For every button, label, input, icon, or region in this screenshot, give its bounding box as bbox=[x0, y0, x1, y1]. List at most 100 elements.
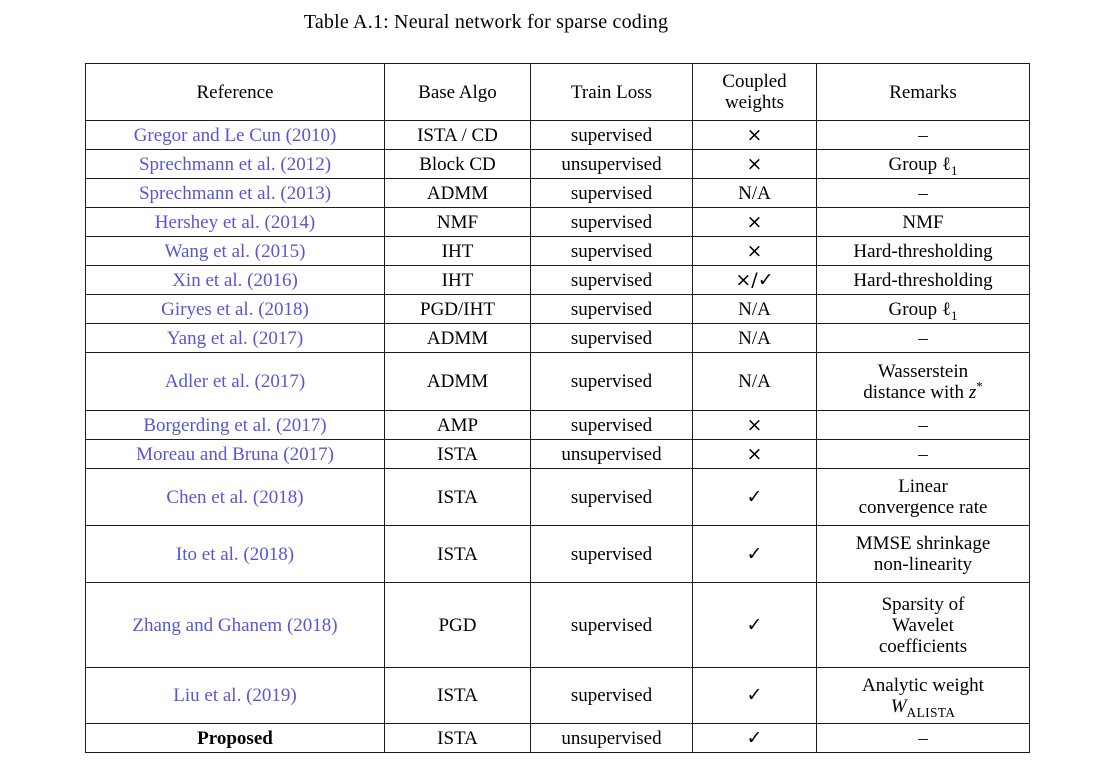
table-row: Wang et al. (2015) IHT supervised × Hard… bbox=[85, 236, 1030, 266]
reference-link[interactable]: Xin et al. (2016) bbox=[172, 269, 298, 291]
remarks-cell: MMSE shrinkage non-linearity bbox=[816, 525, 1030, 583]
coupled-weights-cell: × bbox=[692, 410, 817, 440]
base-algo-cell: ISTA bbox=[384, 667, 531, 724]
remark-line: Wavelet bbox=[892, 614, 954, 636]
reference-cell: Wang et al. (2015) bbox=[85, 236, 385, 266]
base-algo-cell: AMP bbox=[384, 410, 531, 440]
reference-cell: Borgerding et al. (2017) bbox=[85, 410, 385, 440]
table-row: Liu et al. (2019) ISTA supervised ✓ Anal… bbox=[85, 667, 1030, 724]
table-row: Adler et al. (2017) ADMM supervised N/A … bbox=[85, 352, 1030, 411]
remark-line: WALISTA bbox=[821, 695, 1025, 720]
remark-line: convergence rate bbox=[858, 497, 988, 518]
remark-line: Analytic weight bbox=[862, 674, 984, 696]
remarks-cell: – bbox=[816, 323, 1030, 353]
base-algo-cell: ISTA bbox=[384, 468, 531, 526]
reference-link[interactable]: Zhang and Ghanem (2018) bbox=[132, 614, 338, 636]
reference-link[interactable]: Sprechmann et al. (2012) bbox=[138, 153, 332, 175]
coupled-weights-cell: ✓ bbox=[692, 723, 817, 753]
remark-line: Linear bbox=[898, 476, 948, 497]
subscript: 1 bbox=[950, 307, 958, 323]
train-loss-cell: supervised bbox=[530, 468, 693, 526]
coupled-weights-cell: N/A bbox=[692, 178, 817, 208]
reference-cell: Proposed bbox=[85, 723, 385, 753]
reference-link[interactable]: Sprechmann et al. (2013) bbox=[138, 182, 332, 204]
train-loss-cell: supervised bbox=[530, 352, 693, 411]
base-algo-cell: NMF bbox=[384, 207, 531, 237]
train-loss-cell: supervised bbox=[530, 410, 693, 440]
reference-link[interactable]: Borgerding et al. (2017) bbox=[143, 414, 327, 436]
remarks-cell: – bbox=[816, 439, 1030, 469]
sparse-coding-table: Reference Base Algo Train Loss Coupled w… bbox=[85, 63, 1030, 753]
remarks-cell: Group ℓ1 bbox=[816, 294, 1030, 324]
subscript: ALISTA bbox=[906, 704, 956, 720]
table-row: Yang et al. (2017) ADMM supervised N/A – bbox=[85, 323, 1030, 353]
reference-link[interactable]: Wang et al. (2015) bbox=[164, 240, 306, 262]
coupled-weights-cell: ✓ bbox=[692, 468, 817, 526]
math-variable: z bbox=[968, 381, 977, 403]
table-row: Gregor and Le Cun (2010) ISTA / CD super… bbox=[85, 120, 1030, 150]
reference-cell: Sprechmann et al. (2012) bbox=[85, 149, 385, 179]
remarks-cell: Wasserstein distance with z* bbox=[816, 352, 1030, 411]
reference-link[interactable]: Yang et al. (2017) bbox=[166, 327, 304, 349]
reference-cell: Liu et al. (2019) bbox=[85, 667, 385, 724]
reference-link[interactable]: Adler et al. (2017) bbox=[164, 371, 306, 392]
coupled-weights-cell: × bbox=[692, 207, 817, 237]
remark-line: coefficients bbox=[878, 635, 968, 657]
remark-line: Sparsity of bbox=[881, 593, 965, 615]
base-algo-cell: IHT bbox=[384, 265, 531, 295]
train-loss-cell: supervised bbox=[530, 294, 693, 324]
base-algo-cell: ISTA / CD bbox=[384, 120, 531, 150]
reference-link[interactable]: Hershey et al. (2014) bbox=[154, 211, 316, 233]
col-header-base-algo: Base Algo bbox=[384, 63, 531, 121]
reference-cell: Hershey et al. (2014) bbox=[85, 207, 385, 237]
base-algo-cell: IHT bbox=[384, 236, 531, 266]
reference-link[interactable]: Giryes et al. (2018) bbox=[161, 298, 309, 320]
reference-link[interactable]: Liu et al. (2019) bbox=[173, 685, 297, 706]
table-row: Sprechmann et al. (2013) ADMM supervised… bbox=[85, 178, 1030, 208]
train-loss-cell: supervised bbox=[530, 236, 693, 266]
table-row: Chen et al. (2018) ISTA supervised ✓ Lin… bbox=[85, 468, 1030, 526]
train-loss-cell: unsupervised bbox=[530, 439, 693, 469]
coupled-weights-cell: N/A bbox=[692, 323, 817, 353]
remarks-cell: Hard-thresholding bbox=[816, 265, 1030, 295]
coupled-weights-cell: ✓ bbox=[692, 525, 817, 583]
reference-link[interactable]: Chen et al. (2018) bbox=[166, 486, 304, 508]
ell-symbol: ℓ bbox=[941, 153, 951, 175]
train-loss-cell: supervised bbox=[530, 323, 693, 353]
train-loss-cell: supervised bbox=[530, 178, 693, 208]
proposed-label: Proposed bbox=[197, 727, 273, 749]
coupled-weights-cell: × bbox=[692, 439, 817, 469]
remark-text: Group bbox=[888, 298, 942, 320]
table-row: Hershey et al. (2014) NMF supervised × N… bbox=[85, 207, 1030, 237]
remarks-cell: Analytic weight WALISTA bbox=[816, 667, 1030, 724]
reference-cell: Chen et al. (2018) bbox=[85, 468, 385, 526]
train-loss-cell: unsupervised bbox=[530, 149, 693, 179]
base-algo-cell: ISTA bbox=[384, 439, 531, 469]
table-row: Borgerding et al. (2017) AMP supervised … bbox=[85, 410, 1030, 440]
table-row: Ito et al. (2018) ISTA supervised ✓ MMSE… bbox=[85, 525, 1030, 583]
reference-link[interactable]: Gregor and Le Cun (2010) bbox=[133, 124, 337, 146]
reference-cell: Adler et al. (2017) bbox=[85, 352, 385, 411]
base-algo-cell: ADMM bbox=[384, 178, 531, 208]
math-variable: W bbox=[890, 695, 907, 717]
reference-link[interactable]: Moreau and Bruna (2017) bbox=[136, 443, 334, 465]
reference-link[interactable]: Ito et al. (2018) bbox=[175, 543, 295, 565]
coupled-weights-cell: × bbox=[692, 149, 817, 179]
remark-line: distance with z* bbox=[821, 379, 1025, 403]
coupled-weights-cell: × bbox=[692, 120, 817, 150]
reference-cell: Moreau and Bruna (2017) bbox=[85, 439, 385, 469]
train-loss-cell: supervised bbox=[530, 525, 693, 583]
table-row: Zhang and Ghanem (2018) PGD supervised ✓… bbox=[85, 582, 1030, 668]
coupled-weights-cell: × bbox=[692, 236, 817, 266]
remarks-cell: – bbox=[816, 178, 1030, 208]
col-header-remarks: Remarks bbox=[816, 63, 1030, 121]
ell-symbol: ℓ bbox=[941, 298, 951, 320]
remarks-cell: – bbox=[816, 410, 1030, 440]
reference-cell: Ito et al. (2018) bbox=[85, 525, 385, 583]
train-loss-cell: supervised bbox=[530, 207, 693, 237]
remarks-cell: Hard-thresholding bbox=[816, 236, 1030, 266]
table-caption: Table A.1: Neural network for sparse cod… bbox=[303, 11, 669, 33]
header-row: Reference Base Algo Train Loss Coupled w… bbox=[85, 63, 1030, 121]
coupled-weights-cell: N/A bbox=[692, 352, 817, 411]
remark-text: distance with bbox=[863, 381, 969, 403]
